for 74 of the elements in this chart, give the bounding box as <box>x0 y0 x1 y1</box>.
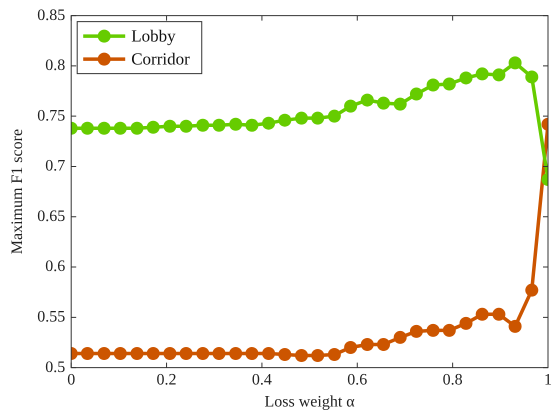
point <box>426 324 440 337</box>
point <box>377 96 390 110</box>
point <box>426 78 440 92</box>
point <box>278 348 292 362</box>
point <box>344 340 358 354</box>
y-tick-label: 0.5 <box>45 358 66 376</box>
point <box>328 348 341 362</box>
x-tick-label: 0.2 <box>156 371 177 388</box>
point <box>476 308 489 321</box>
point <box>442 324 456 337</box>
point <box>98 347 111 360</box>
point <box>508 320 522 333</box>
point <box>163 120 176 133</box>
point <box>262 347 276 360</box>
point <box>294 112 308 125</box>
point <box>196 118 210 132</box>
y-tick-label: 0.55 <box>37 308 66 326</box>
point <box>311 349 324 362</box>
point <box>196 347 210 360</box>
x-tick-label: 0.4 <box>252 371 272 388</box>
point <box>492 308 506 321</box>
x-tick-label: 0.8 <box>442 371 463 388</box>
legend-label: Lobby <box>131 26 176 46</box>
y-tick-label: 0.6 <box>45 258 66 276</box>
point <box>212 347 226 360</box>
y-axis-title: Maximum F1 score <box>8 128 26 254</box>
point <box>311 112 324 125</box>
point <box>394 330 407 344</box>
y-tick-label: 0.7 <box>45 158 66 175</box>
point <box>229 347 242 360</box>
point <box>278 114 292 127</box>
point <box>130 122 144 135</box>
point <box>377 338 390 351</box>
point <box>146 120 160 134</box>
point <box>163 347 176 360</box>
point <box>410 88 423 101</box>
point <box>459 316 472 330</box>
point <box>80 347 94 360</box>
x-axis-title: Loss weight α <box>264 394 356 411</box>
point <box>98 122 111 135</box>
y-tick-label: 0.75 <box>37 107 66 124</box>
point <box>180 120 193 133</box>
point <box>80 122 94 135</box>
x-tick-label: 0 <box>67 371 76 388</box>
point <box>114 122 127 135</box>
point <box>360 94 374 107</box>
point <box>146 347 160 360</box>
point <box>114 347 127 360</box>
point <box>394 98 407 111</box>
y-tick-label: 0.65 <box>37 208 66 225</box>
legend-label: Corridor <box>131 50 190 69</box>
point <box>508 56 522 70</box>
x-tick-label: 1 <box>544 371 552 388</box>
y-tick-label: 0.8 <box>45 57 66 74</box>
point <box>130 347 144 360</box>
point <box>328 110 341 123</box>
point <box>294 349 308 362</box>
point <box>212 118 226 132</box>
point <box>245 347 258 360</box>
point <box>459 71 472 84</box>
point <box>525 284 538 297</box>
point <box>360 338 374 351</box>
point <box>229 118 242 131</box>
point <box>344 100 358 113</box>
point <box>262 116 276 130</box>
point <box>245 118 258 132</box>
point <box>492 68 506 82</box>
point <box>442 77 456 90</box>
point <box>180 347 193 360</box>
x-tick-label: 0.6 <box>347 371 368 388</box>
y-tick-label: 0.85 <box>37 6 66 24</box>
point <box>476 67 489 80</box>
point <box>525 70 538 84</box>
point <box>410 324 423 338</box>
